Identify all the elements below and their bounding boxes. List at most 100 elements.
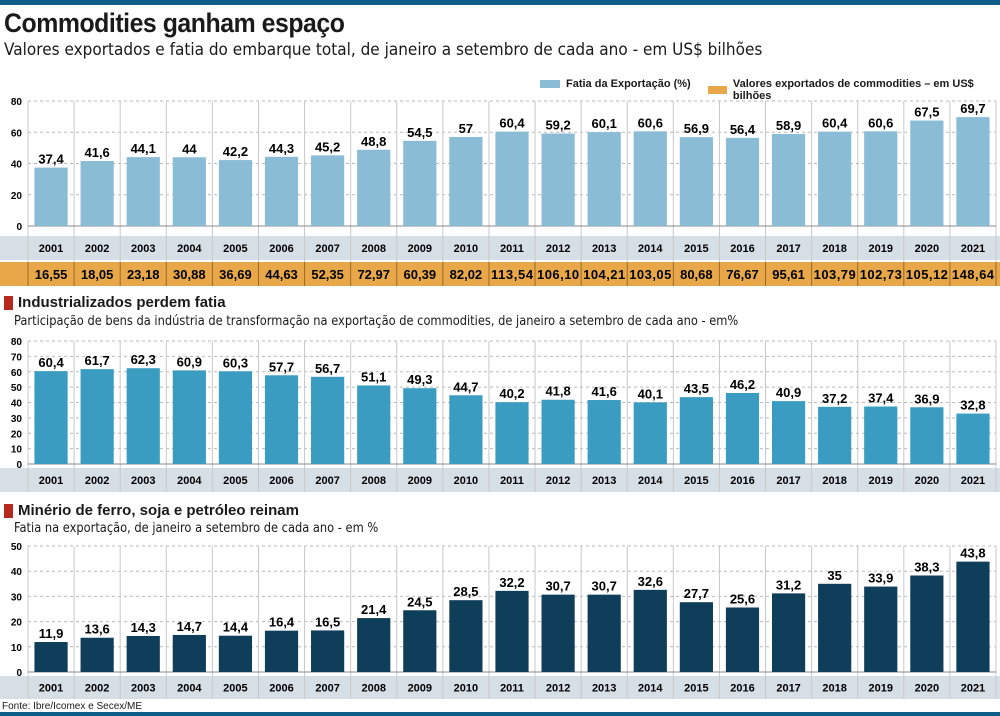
export-value: 30,88 bbox=[173, 267, 206, 282]
x-tick-label: 2005 bbox=[223, 243, 247, 255]
data-label: 48,8 bbox=[361, 134, 386, 149]
bar-2011 bbox=[495, 402, 529, 464]
chart-industrializados: 8070605040302010060,4200161,7200262,3200… bbox=[0, 337, 1000, 492]
bar-2001 bbox=[34, 642, 68, 672]
bar-2003 bbox=[126, 635, 160, 672]
data-label: 41,8 bbox=[545, 384, 570, 399]
bar-2013 bbox=[587, 132, 621, 226]
bar-2014 bbox=[633, 402, 667, 464]
y-tick-label: 10 bbox=[11, 445, 23, 456]
x-tick-label: 2001 bbox=[39, 475, 63, 487]
section-subtitle: Fatia na exportação, de janeiro a setemb… bbox=[14, 521, 379, 536]
data-label: 60,1 bbox=[592, 116, 617, 131]
x-tick-label: 2018 bbox=[822, 475, 846, 487]
x-tick-label: 2021 bbox=[961, 475, 985, 487]
section-title-text: Minério de ferro, soja e petróleo reinam bbox=[18, 502, 299, 519]
data-label: 60,4 bbox=[499, 116, 525, 131]
bar-2018 bbox=[818, 406, 852, 464]
bar-2020 bbox=[910, 120, 944, 226]
source-note: Fonte: Ibre/Icomex e Secex/ME bbox=[2, 701, 143, 712]
data-label: 60,6 bbox=[638, 115, 663, 130]
data-label: 42,2 bbox=[223, 144, 248, 159]
export-value: 60,39 bbox=[404, 267, 437, 282]
x-tick-label: 2002 bbox=[85, 243, 109, 255]
bar-2021 bbox=[956, 413, 990, 464]
x-tick-label: 2009 bbox=[408, 475, 432, 487]
x-tick-label: 2005 bbox=[223, 683, 247, 695]
bar-2009 bbox=[403, 610, 437, 672]
bar-2021 bbox=[956, 117, 990, 226]
data-label: 60,3 bbox=[223, 355, 248, 370]
bar-2019 bbox=[864, 131, 898, 226]
section-marker bbox=[4, 503, 13, 518]
x-tick-label: 2006 bbox=[269, 243, 293, 255]
data-label: 41,6 bbox=[84, 145, 109, 160]
bar-2008 bbox=[357, 385, 391, 464]
y-tick-label: 30 bbox=[11, 592, 23, 603]
bar-2017 bbox=[771, 133, 806, 226]
y-tick-label: 30 bbox=[11, 414, 23, 425]
bar-2020 bbox=[910, 575, 944, 672]
x-tick-label: 2020 bbox=[915, 683, 939, 695]
bar-2014 bbox=[633, 131, 667, 226]
x-tick-label: 2006 bbox=[269, 683, 293, 695]
bar-2006 bbox=[264, 156, 299, 226]
data-label: 37,4 bbox=[868, 390, 894, 405]
export-value: 105,12 bbox=[906, 267, 948, 282]
x-tick-label: 2021 bbox=[961, 243, 985, 255]
x-tick-label: 2021 bbox=[961, 683, 985, 695]
bar-2017 bbox=[771, 401, 806, 464]
data-label: 14,3 bbox=[131, 620, 156, 635]
bar-2018 bbox=[818, 131, 852, 226]
bar-2010 bbox=[449, 395, 483, 464]
bar-2007 bbox=[311, 376, 345, 464]
x-tick-label: 2003 bbox=[131, 475, 155, 487]
data-label: 56,4 bbox=[730, 122, 756, 137]
data-label: 24,5 bbox=[407, 594, 432, 609]
y-tick-label: 0 bbox=[16, 460, 22, 471]
bar-2016 bbox=[725, 392, 760, 464]
data-label: 16,5 bbox=[315, 614, 340, 629]
x-tick-label: 2007 bbox=[315, 683, 339, 695]
bottom-bar bbox=[0, 712, 1000, 716]
export-value: 148,64 bbox=[952, 267, 995, 282]
export-value: 103,05 bbox=[629, 267, 671, 282]
data-label: 36,9 bbox=[914, 391, 939, 406]
page-subtitle: Valores exportados e fatia do embarque t… bbox=[4, 40, 763, 60]
x-tick-label: 2006 bbox=[269, 475, 293, 487]
chart-commodities-share: 80 60 40 20 0 37,4 2001 41,6 2002 44,1 2003 44 2004 4… bbox=[0, 97, 1000, 286]
data-label: 60,4 bbox=[38, 355, 64, 370]
export-value: 18,05 bbox=[81, 267, 114, 282]
section-subtitle: Participação de bens da indústria de tra… bbox=[14, 314, 739, 329]
data-label: 61,7 bbox=[84, 353, 109, 368]
export-value: 102,73 bbox=[860, 267, 902, 282]
bar-2018 bbox=[818, 583, 852, 672]
x-tick-label: 2017 bbox=[776, 475, 800, 487]
x-tick-label: 2016 bbox=[730, 683, 754, 695]
y-tick-label: 50 bbox=[11, 542, 23, 553]
data-label: 32,8 bbox=[960, 398, 985, 413]
data-label: 25,6 bbox=[730, 591, 755, 606]
data-label: 57 bbox=[459, 121, 473, 136]
x-tick-label: 2016 bbox=[730, 243, 754, 255]
bar-2010 bbox=[449, 600, 483, 672]
data-label: 46,2 bbox=[730, 377, 755, 392]
x-tick-label: 2007 bbox=[315, 475, 339, 487]
export-value: 104,21 bbox=[583, 267, 625, 282]
export-value: 82,02 bbox=[450, 267, 483, 282]
x-tick-label: 2010 bbox=[454, 683, 478, 695]
chart-minerio: 5040302010011,9200113,6200214,3200314,72… bbox=[0, 542, 1000, 699]
data-label: 60,4 bbox=[822, 116, 848, 131]
y-tick-label: 20 bbox=[11, 429, 23, 440]
section-title-industrializados: Industrializados perdem fatia bbox=[4, 294, 226, 311]
x-tick-label: 2011 bbox=[500, 475, 524, 487]
legend-label: Valores exportados de commodities – em U… bbox=[732, 78, 974, 102]
x-tick-label: 2017 bbox=[776, 243, 800, 255]
y-tick-label: 60 bbox=[11, 368, 23, 379]
bar-2012 bbox=[541, 133, 575, 226]
data-label: 30,7 bbox=[545, 579, 570, 594]
legend-item-values: Valores exportados de commodities – em U… bbox=[708, 78, 1000, 102]
data-label: 41,6 bbox=[592, 384, 617, 399]
legend-label: Fatia da Exportação (%) bbox=[566, 78, 691, 90]
data-label: 21,4 bbox=[361, 602, 387, 617]
